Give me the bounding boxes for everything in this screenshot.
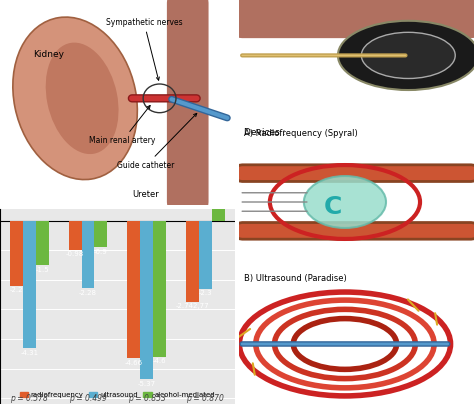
Bar xyxy=(94,221,107,247)
Bar xyxy=(140,221,153,379)
Bar xyxy=(23,221,36,348)
Text: -5.37: -5.37 xyxy=(137,381,156,387)
Bar xyxy=(212,153,225,221)
Bar xyxy=(36,221,49,265)
Text: p = 0.578: p = 0.578 xyxy=(10,393,48,402)
Bar xyxy=(82,221,94,288)
FancyArrowPatch shape xyxy=(253,363,255,375)
Bar xyxy=(128,221,140,358)
FancyArrowPatch shape xyxy=(235,329,250,340)
Text: -4.31: -4.31 xyxy=(20,349,38,356)
Text: B) Ultrasound (Paradise): B) Ultrasound (Paradise) xyxy=(244,274,347,282)
Text: -1.5: -1.5 xyxy=(36,267,49,273)
Text: Kidney: Kidney xyxy=(33,50,64,59)
FancyArrowPatch shape xyxy=(435,313,437,325)
Legend: radiofrequency, ultrasound, alcohol-mediated: radiofrequency, ultrasound, alcohol-medi… xyxy=(17,389,218,400)
Text: C: C xyxy=(324,195,342,219)
Text: p = 0.499: p = 0.499 xyxy=(69,393,107,402)
Text: Devices :: Devices : xyxy=(244,128,286,137)
FancyArrowPatch shape xyxy=(408,299,419,311)
Circle shape xyxy=(361,32,455,78)
Bar xyxy=(69,221,82,250)
Text: p = 0.870: p = 0.870 xyxy=(186,393,224,402)
Text: 2.3: 2.3 xyxy=(213,145,224,151)
Ellipse shape xyxy=(46,42,118,154)
Bar xyxy=(10,221,23,286)
Text: -0.98: -0.98 xyxy=(66,251,84,257)
FancyArrowPatch shape xyxy=(172,99,228,118)
Text: A) Radiofrequency (Spyral): A) Radiofrequency (Spyral) xyxy=(244,129,358,138)
FancyArrowPatch shape xyxy=(172,99,228,118)
Text: Sympathetic nerves: Sympathetic nerves xyxy=(106,18,182,80)
Bar xyxy=(186,221,199,302)
Text: -2.3: -2.3 xyxy=(199,290,212,296)
Ellipse shape xyxy=(304,176,386,228)
Text: Guide catheter: Guide catheter xyxy=(118,114,197,170)
Text: Ureter: Ureter xyxy=(132,190,159,199)
Text: -4.6: -4.6 xyxy=(153,358,166,364)
Bar xyxy=(199,221,212,289)
Circle shape xyxy=(338,21,474,90)
Text: p = 0.853: p = 0.853 xyxy=(128,393,165,402)
Text: -2.2: -2.2 xyxy=(9,287,23,293)
Text: Main renal artery: Main renal artery xyxy=(89,105,155,145)
Bar xyxy=(153,221,166,357)
Text: -2.28: -2.28 xyxy=(79,290,97,296)
Text: -0.9: -0.9 xyxy=(94,249,108,255)
Text: -4.66: -4.66 xyxy=(125,360,143,366)
Text: -2.742,77: -2.742,77 xyxy=(175,303,209,309)
Ellipse shape xyxy=(13,17,137,179)
